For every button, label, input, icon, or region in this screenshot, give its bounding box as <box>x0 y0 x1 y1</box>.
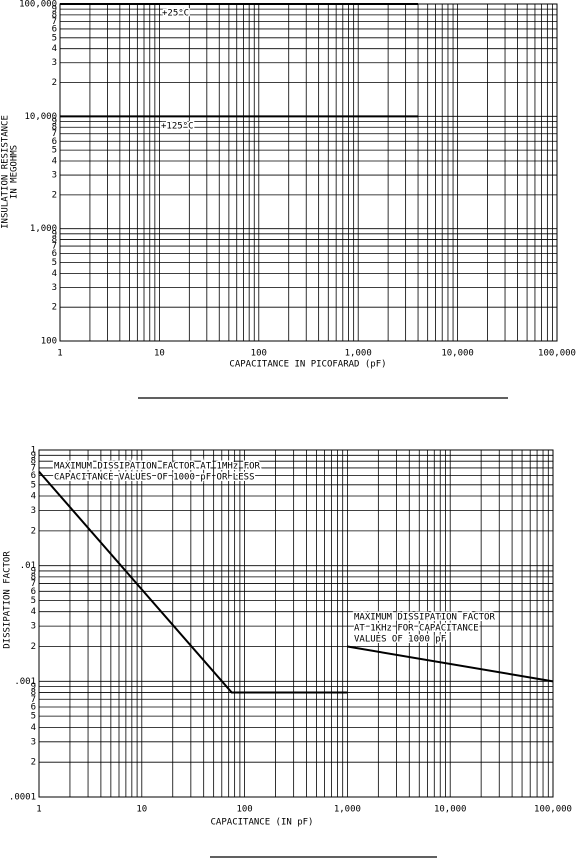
y-tick-label: 100,000 <box>19 0 57 10</box>
x-axis-label: CAPACITANCE (IN pF) <box>211 818 314 828</box>
y-tick-label: 9 <box>31 682 36 692</box>
x-tick-label: 1,000 <box>334 805 361 815</box>
y-tick-label: 9 <box>31 451 36 461</box>
y-tick-label: 9 <box>52 117 57 127</box>
y-tick-label: 3 <box>31 506 36 516</box>
y-tick-label: 2 <box>52 78 57 88</box>
y-tick-label: 6 <box>31 702 36 712</box>
x-tick-label: 1 <box>36 805 41 815</box>
x-tick-label: 100,000 <box>538 349 576 359</box>
x-tick-label: 10 <box>136 805 147 815</box>
y-tick-label: 100 <box>41 337 57 347</box>
y-tick-label: 2 <box>31 758 36 768</box>
x-tick-label: 100 <box>251 349 267 359</box>
plot-border <box>38 449 554 798</box>
series-label: +125°C <box>161 122 194 132</box>
x-tick-label: 1,000 <box>345 349 372 359</box>
series-label: +25°C <box>162 9 189 19</box>
y-axis-label: IN MEGOHMS <box>10 145 20 199</box>
y-tick-label: 7 <box>31 579 36 589</box>
y-tick-label: 2 <box>52 190 57 200</box>
x-tick-label: 100 <box>236 805 252 815</box>
y-tick-label: 4 <box>52 157 57 167</box>
y-tick-label: 9 <box>52 229 57 239</box>
y-tick-label: 1 <box>31 446 36 456</box>
y-tick-label: 8 <box>52 10 57 20</box>
y-tick-label: 4 <box>31 607 36 617</box>
y-tick-label: 8 <box>31 572 36 582</box>
y-tick-label: 7 <box>31 463 36 473</box>
x-tick-label: 10 <box>154 349 165 359</box>
data-line <box>38 470 348 694</box>
y-tick-label: 6 <box>31 587 36 597</box>
data-line <box>347 645 554 683</box>
y-tick-label: 5 <box>31 712 36 722</box>
y-tick-label: 6 <box>52 24 57 34</box>
y-tick-label: 4 <box>52 269 57 279</box>
y-tick-label: 1,000 <box>30 224 57 234</box>
y-tick-label: 5 <box>52 258 57 268</box>
annotation: VALUES OF 1000 pF <box>354 635 446 645</box>
y-tick-label: 5 <box>52 146 57 156</box>
y-tick-label: 5 <box>31 480 36 490</box>
x-tick-label: 10,000 <box>441 349 474 359</box>
y-tick-label: 7 <box>31 695 36 705</box>
x-tick-label: 100,000 <box>534 805 572 815</box>
y-tick-label: 3 <box>52 171 57 181</box>
y-tick-label: 9 <box>31 566 36 576</box>
y-tick-label: 5 <box>31 596 36 606</box>
y-tick-label: 8 <box>52 123 57 133</box>
y-tick-label: 6 <box>31 471 36 481</box>
y-axis-label: DISSIPATION FACTOR <box>3 551 13 649</box>
y-tick-label: 10,000 <box>24 112 57 122</box>
y-tick-label: 7 <box>52 129 57 139</box>
y-tick-label: 8 <box>52 235 57 245</box>
y-tick-label: .01 <box>20 561 36 571</box>
y-tick-label: 8 <box>31 688 36 698</box>
y-tick-label: .0001 <box>9 793 36 803</box>
y-tick-label: 2 <box>52 303 57 313</box>
y-tick-label: 4 <box>52 44 57 54</box>
y-tick-label: 2 <box>31 642 36 652</box>
y-tick-label: 7 <box>52 242 57 252</box>
annotation: AT 1KHz FOR CAPACITANCE <box>354 624 479 634</box>
y-tick-label: 6 <box>52 137 57 147</box>
y-tick-label: 3 <box>31 737 36 747</box>
y-tick-label: 4 <box>31 492 36 502</box>
y-tick-label: 6 <box>52 249 57 259</box>
annotation: MAXIMUM DISSIPATION FACTOR AT 1MHz FOR <box>54 462 260 472</box>
x-tick-label: 10,000 <box>434 805 467 815</box>
y-tick-label: 8 <box>31 457 36 467</box>
y-axis-label: INSULATION RESISTANCE <box>1 115 11 229</box>
y-tick-label: 3 <box>31 622 36 632</box>
y-tick-label: 7 <box>52 17 57 27</box>
x-axis-label: CAPACITANCE IN PICOFARAD (pF) <box>229 360 386 370</box>
y-tick-label: 2 <box>31 526 36 536</box>
annotation: CAPACITANCE VALUES OF 1000 pF OR LESS <box>54 473 254 483</box>
y-tick-label: .001 <box>14 677 36 687</box>
y-tick-label: 3 <box>52 58 57 68</box>
plot-border <box>59 3 558 342</box>
y-tick-label: 9 <box>52 5 57 15</box>
x-tick-label: 1 <box>57 349 62 359</box>
y-tick-label: 4 <box>31 723 36 733</box>
y-tick-label: 3 <box>52 283 57 293</box>
annotation: MAXIMUM DISSIPATION FACTOR <box>354 613 495 623</box>
y-tick-label: 5 <box>52 33 57 43</box>
